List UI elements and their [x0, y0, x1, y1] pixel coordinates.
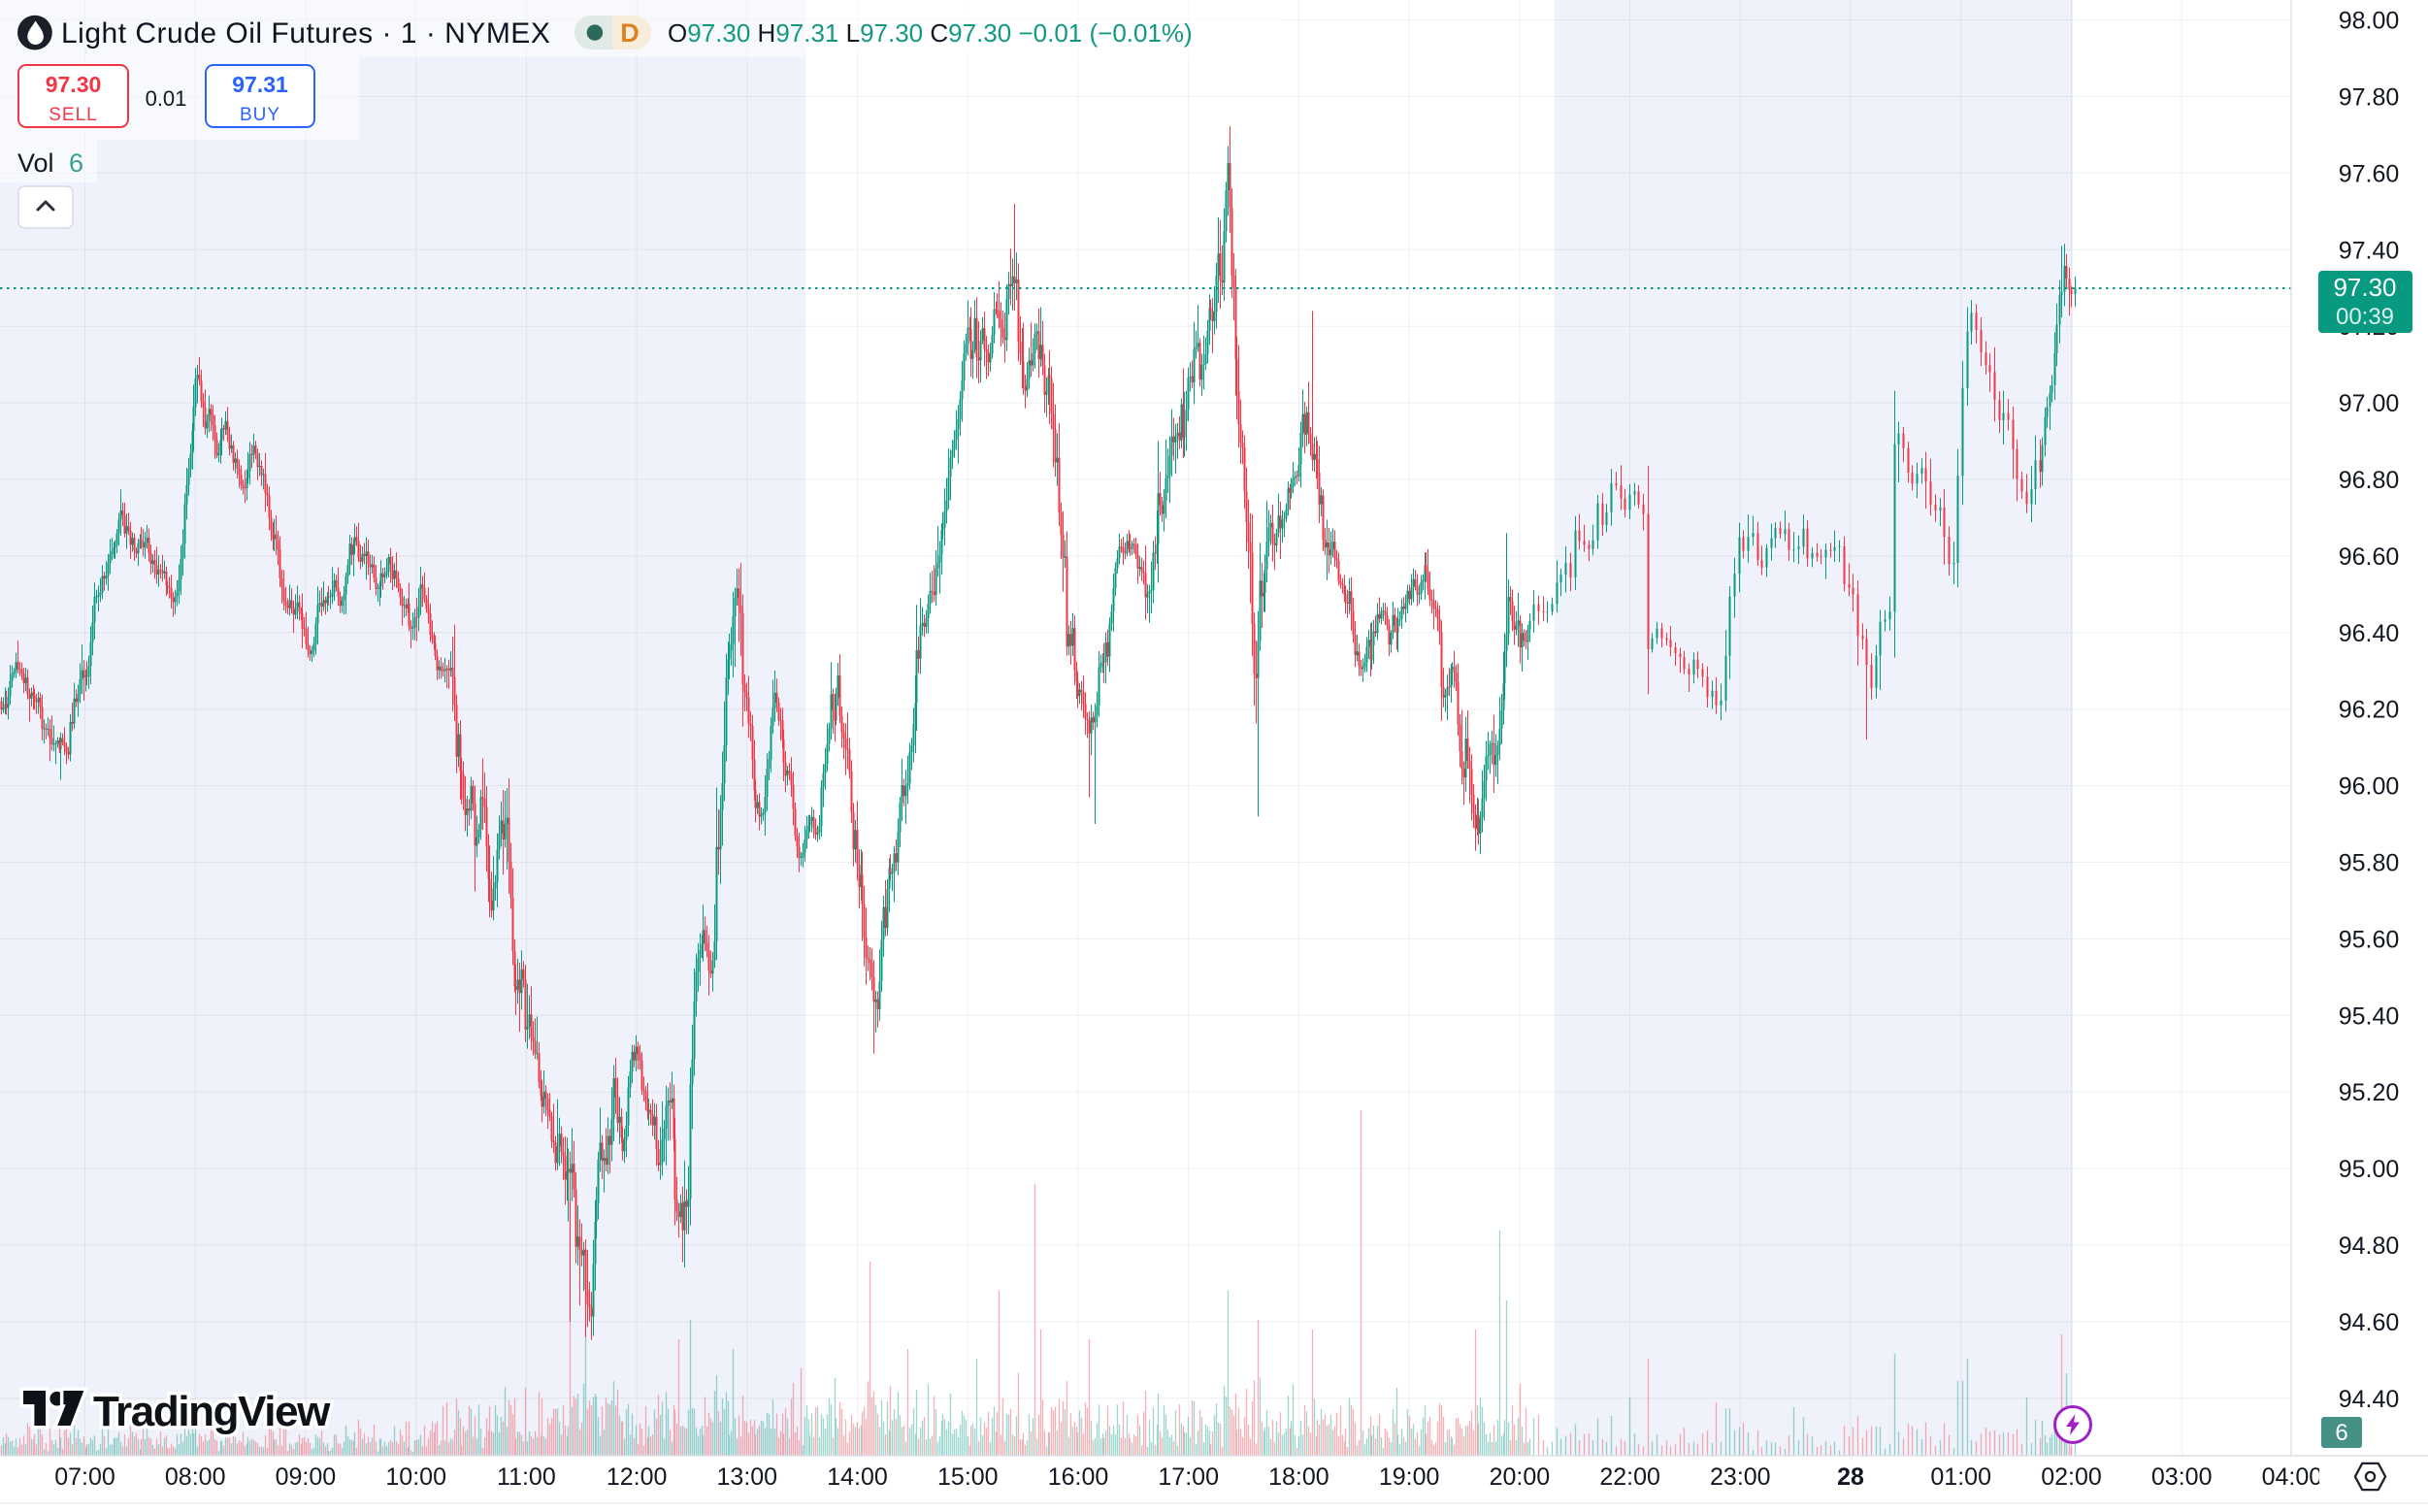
svg-text:96.00: 96.00 [2339, 773, 2400, 801]
svg-text:04:00: 04:00 [2262, 1463, 2323, 1491]
svg-text:95.40: 95.40 [2339, 1003, 2400, 1030]
svg-text:22:00: 22:00 [1599, 1463, 1660, 1491]
svg-text:01:00: 01:00 [1930, 1463, 1991, 1491]
svg-text:97.60: 97.60 [2339, 160, 2400, 187]
svg-text:D: D [620, 18, 640, 48]
svg-text:TradingView: TradingView [93, 1388, 331, 1435]
svg-text:23:00: 23:00 [1710, 1463, 1771, 1491]
svg-text:97.80: 97.80 [2339, 84, 2400, 112]
svg-text:95.20: 95.20 [2339, 1079, 2400, 1106]
svg-text:97.30: 97.30 [2333, 273, 2396, 302]
svg-text:03:00: 03:00 [2151, 1463, 2213, 1491]
svg-text:15:00: 15:00 [937, 1463, 999, 1491]
svg-text:BUY: BUY [240, 105, 280, 125]
svg-text:Light Crude Oil Futures · 1 ·: Light Crude Oil Futures · 1 · NYMEX [61, 17, 550, 49]
svg-text:28: 28 [1837, 1463, 1864, 1491]
svg-text:11:00: 11:00 [497, 1463, 556, 1491]
svg-text:6: 6 [2335, 1420, 2347, 1446]
svg-text:96.20: 96.20 [2339, 697, 2400, 724]
svg-text:08:00: 08:00 [165, 1463, 226, 1491]
svg-text:SELL: SELL [49, 105, 97, 125]
svg-text:97.31: 97.31 [232, 72, 288, 97]
svg-text:6: 6 [69, 148, 83, 178]
svg-text:12:00: 12:00 [607, 1463, 668, 1491]
svg-text:95.60: 95.60 [2339, 926, 2400, 953]
svg-text:97.30: 97.30 [46, 72, 102, 97]
svg-text:94.80: 94.80 [2339, 1233, 2400, 1260]
svg-text:96.60: 96.60 [2339, 543, 2400, 571]
svg-text:95.00: 95.00 [2339, 1156, 2400, 1183]
svg-text:02:00: 02:00 [2041, 1463, 2102, 1491]
svg-text:O97.30 H97.31 L97.30 C97.30 −0: O97.30 H97.31 L97.30 C97.30 −0.01 (−0.01… [668, 18, 1193, 48]
svg-text:96.80: 96.80 [2339, 467, 2400, 494]
svg-text:97.40: 97.40 [2339, 237, 2400, 264]
svg-text:20:00: 20:00 [1490, 1463, 1551, 1491]
svg-text:97.00: 97.00 [2339, 390, 2400, 417]
svg-text:95.80: 95.80 [2339, 850, 2400, 877]
svg-text:17:00: 17:00 [1158, 1463, 1219, 1491]
svg-text:07:00: 07:00 [54, 1463, 115, 1491]
svg-text:16:00: 16:00 [1048, 1463, 1109, 1491]
svg-text:0.01: 0.01 [146, 86, 187, 111]
svg-text:19:00: 19:00 [1379, 1463, 1440, 1491]
svg-text:98.00: 98.00 [2339, 8, 2400, 35]
svg-text:09:00: 09:00 [276, 1463, 337, 1491]
svg-text:96.40: 96.40 [2339, 620, 2400, 647]
svg-text:18:00: 18:00 [1268, 1463, 1329, 1491]
svg-text:94.40: 94.40 [2339, 1386, 2400, 1413]
svg-text:14:00: 14:00 [827, 1463, 888, 1491]
svg-text:00:39: 00:39 [2336, 304, 2394, 330]
svg-text:94.60: 94.60 [2339, 1309, 2400, 1336]
svg-text:Vol: Vol [17, 148, 54, 178]
svg-text:10:00: 10:00 [385, 1463, 446, 1491]
svg-text:13:00: 13:00 [717, 1463, 778, 1491]
